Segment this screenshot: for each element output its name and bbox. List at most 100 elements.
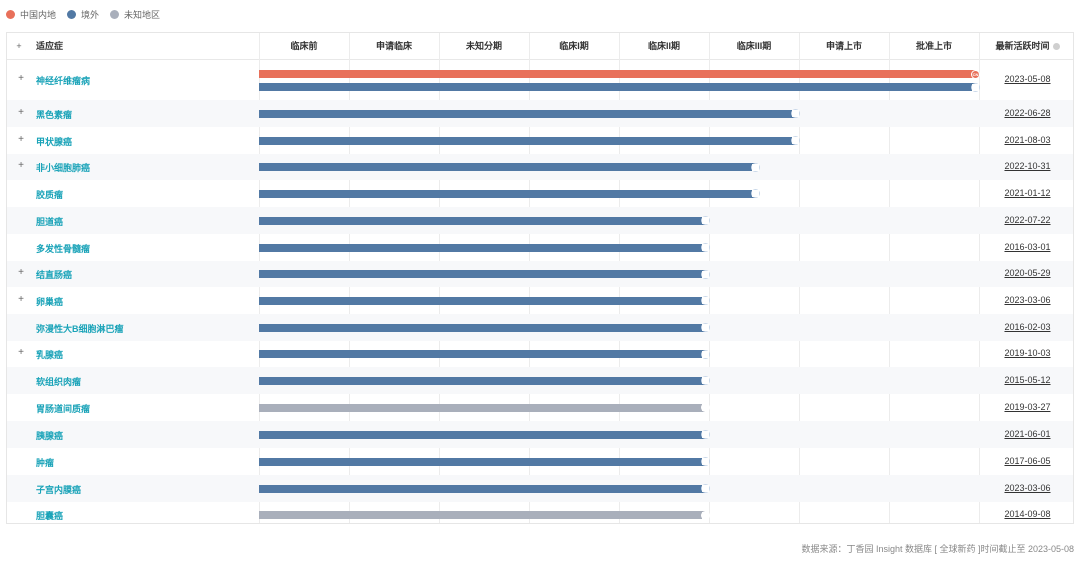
- data-source-footer: 数据来源：丁香园 Insight 数据库 [ 全球新药 ]时间截止至 2023-…: [801, 544, 1074, 554]
- progress-bar-uk[interactable]: [259, 511, 705, 519]
- latest-active-date[interactable]: 2020-05-29: [1004, 268, 1051, 278]
- indication-link[interactable]: 非小细胞肺癌: [36, 163, 91, 173]
- legend-dot-icon: [67, 9, 77, 19]
- header-stage-5: 临床III期: [736, 41, 772, 51]
- indication-link[interactable]: 弥漫性大B细胞淋巴瘤: [36, 323, 124, 334]
- latest-active-date[interactable]: 2015-05-12: [1004, 374, 1051, 385]
- indication-link[interactable]: 结直肠癌: [36, 270, 73, 280]
- latest-active-date[interactable]: 2023-03-06: [1004, 482, 1051, 493]
- header-expand-all-button[interactable]: +: [16, 41, 22, 51]
- progress-bar-uk[interactable]: [259, 403, 705, 412]
- progress-bar-ov[interactable]: [259, 136, 795, 145]
- latest-active-date[interactable]: 2017-06-05: [1004, 455, 1051, 466]
- legend: 中国内地 境外 未知地区: [6, 7, 171, 21]
- latest-active-date[interactable]: 2022-10-31: [1004, 161, 1051, 171]
- indication-link[interactable]: 神经纤维瘤病: [36, 76, 91, 86]
- header-indication: 适应症: [36, 41, 64, 51]
- table-row: 胃肠道间质瘤 2019-03-27: [7, 394, 1073, 421]
- progress-bar-ov[interactable]: [259, 163, 755, 171]
- latest-active-date[interactable]: 2019-03-27: [1004, 401, 1051, 412]
- header-stage-6: 申请上市: [825, 41, 862, 51]
- latest-active-date[interactable]: 2023-05-08: [1004, 74, 1051, 84]
- table-row: 肿瘤 2017-06-05: [7, 448, 1073, 475]
- latest-active-date[interactable]: 2021-06-01: [1004, 428, 1051, 439]
- latest-active-date[interactable]: 2022-07-22: [1004, 214, 1051, 225]
- table-row: 弥漫性大B细胞淋巴瘤 2016-02-03: [7, 314, 1073, 341]
- header-latest-active-time[interactable]: 最新活跃时间: [982, 33, 1073, 59]
- progress-bar-ov[interactable]: [259, 296, 705, 305]
- indication-link[interactable]: 胶质瘤: [36, 189, 64, 200]
- indication-link[interactable]: 子宫内膜癌: [36, 484, 82, 495]
- expand-row-button[interactable]: +: [18, 160, 24, 171]
- latest-active-date[interactable]: 2021-01-12: [1004, 187, 1051, 198]
- latest-active-date[interactable]: 2023-03-06: [1004, 294, 1051, 305]
- indication-link[interactable]: 多发性骨髓瘤: [36, 243, 91, 254]
- legend-label: 境外: [81, 9, 100, 20]
- expand-row-button[interactable]: +: [18, 293, 24, 305]
- globe-icon: [701, 243, 710, 252]
- legend-item-1[interactable]: 境外: [67, 8, 99, 21]
- legend-item-0[interactable]: 中国内地: [6, 8, 56, 21]
- development-table: + 适应症 临床前 申请临床 未知分期 临床I期 临床II期 临床III期 申请上市 批准上市…: [6, 32, 1074, 524]
- globe-icon: [701, 484, 710, 493]
- indication-link[interactable]: 肿瘤: [36, 457, 55, 468]
- globe-icon: [701, 403, 710, 412]
- indication-link[interactable]: 黑色素瘤: [36, 109, 73, 120]
- globe-icon: [791, 109, 800, 118]
- expand-row-button[interactable]: +: [18, 106, 24, 118]
- region-marker-label: CN: [972, 71, 979, 77]
- progress-bar-ov[interactable]: [259, 189, 755, 198]
- globe-icon: [971, 82, 980, 92]
- expand-row-button[interactable]: +: [18, 73, 24, 84]
- progress-bar-ov[interactable]: [259, 109, 795, 118]
- globe-icon: [701, 457, 710, 466]
- progress-bar-ov[interactable]: [259, 270, 705, 278]
- globe-icon: [701, 269, 710, 279]
- globe-icon: [701, 430, 710, 439]
- table-row: + 卵巢癌 2023-03-06: [7, 287, 1073, 314]
- table-row: 胰腺癌 2021-06-01: [7, 421, 1073, 448]
- globe-icon: [750, 189, 760, 198]
- progress-bar-ov[interactable]: [259, 457, 705, 466]
- indication-link[interactable]: 软组织肉瘤: [36, 376, 82, 387]
- header-stage-3: 临床I期: [559, 41, 589, 51]
- indication-link[interactable]: 胃肠道间质瘤: [36, 403, 91, 414]
- progress-bar-ov[interactable]: [259, 83, 975, 91]
- indication-link[interactable]: 胆囊癌: [36, 511, 64, 521]
- indication-link[interactable]: 胰腺癌: [36, 430, 64, 441]
- latest-active-date[interactable]: 2022-06-28: [1004, 107, 1051, 118]
- info-icon[interactable]: [1052, 43, 1060, 51]
- header-stage-7: 批准上市: [915, 41, 952, 51]
- progress-bar-ov[interactable]: [259, 350, 705, 358]
- latest-active-date[interactable]: 2019-10-03: [1004, 348, 1051, 358]
- indication-link[interactable]: 乳腺癌: [36, 350, 64, 360]
- legend-label: 中国内地: [20, 9, 57, 20]
- expand-row-button[interactable]: +: [18, 267, 24, 278]
- latest-active-date[interactable]: 2016-02-03: [1004, 321, 1051, 332]
- expand-row-button[interactable]: +: [18, 133, 24, 145]
- globe-icon: [701, 323, 710, 332]
- header-stage-0: 临床前: [290, 41, 318, 51]
- progress-bar-ov[interactable]: [259, 216, 705, 225]
- globe-icon: [701, 349, 710, 359]
- indication-link[interactable]: 胆道癌: [36, 216, 64, 227]
- latest-active-date[interactable]: 2014-09-08: [1004, 509, 1051, 519]
- progress-bar-ov[interactable]: [259, 484, 705, 493]
- progress-bar-ov[interactable]: [259, 376, 705, 385]
- progress-bar-ov[interactable]: [259, 430, 705, 439]
- indication-link[interactable]: 甲状腺癌: [36, 136, 73, 147]
- table-row: 胆囊癌 2014-09-08: [7, 502, 1073, 528]
- indication-link[interactable]: 卵巢癌: [36, 296, 64, 307]
- expand-row-button[interactable]: +: [18, 347, 24, 358]
- latest-active-date[interactable]: 2021-08-03: [1004, 134, 1051, 145]
- latest-active-date[interactable]: 2016-03-01: [1004, 241, 1051, 252]
- legend-dot-icon: [6, 9, 15, 19]
- china-region-icon: CN: [971, 69, 980, 79]
- legend-item-2[interactable]: 未知地区: [110, 8, 160, 21]
- progress-bar-ov[interactable]: [259, 243, 705, 252]
- legend-dot-icon: [110, 9, 120, 19]
- header-stage-1: 申请临床: [375, 41, 412, 51]
- progress-bar-ov[interactable]: [259, 323, 705, 332]
- globe-icon: [750, 162, 760, 172]
- progress-bar-cn[interactable]: [259, 70, 975, 78]
